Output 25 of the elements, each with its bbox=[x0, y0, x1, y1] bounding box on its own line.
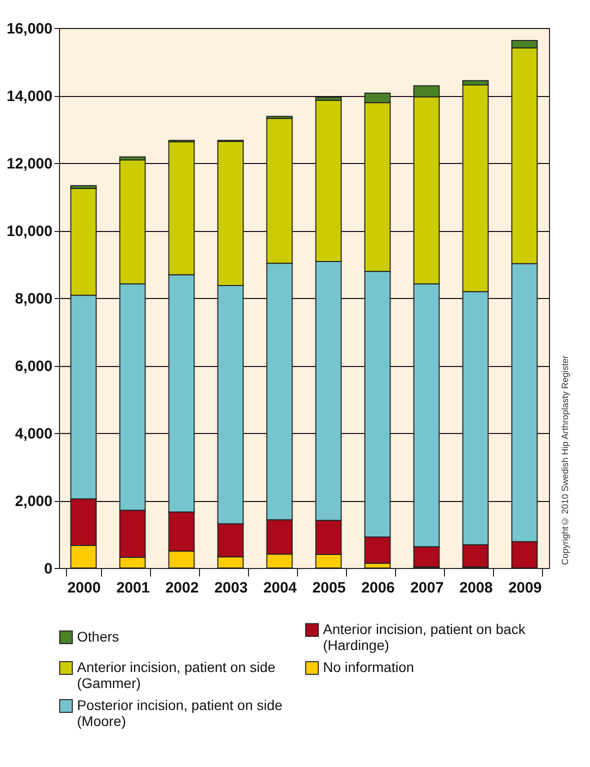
y-tick-label: 2,000 bbox=[14, 493, 52, 510]
copyright-note: Copyright© 2010 Swedish Hip Arthroplasty Register bbox=[560, 354, 570, 565]
x-tick-label: 2006 bbox=[361, 580, 395, 596]
y-tick-label: 10,000 bbox=[6, 223, 52, 240]
legend-label: No information bbox=[323, 659, 414, 675]
x-tick-label: 2002 bbox=[165, 580, 199, 596]
x-tick-label: 2005 bbox=[312, 580, 346, 596]
legend-label: Anterior incision, patient on back (Hardinge) bbox=[323, 621, 526, 653]
y-tick-label: 6,000 bbox=[14, 358, 52, 375]
x-tick-label: 2003 bbox=[214, 580, 248, 596]
x-tick-label: 2004 bbox=[263, 580, 298, 596]
y-tick-label: 4,000 bbox=[14, 426, 52, 442]
legend-label: Anterior incision, patient on side (Gammer) bbox=[77, 659, 276, 691]
x-tick-label: 2008 bbox=[459, 580, 493, 596]
y-tick-label: 14,000 bbox=[6, 88, 52, 105]
legend-label: Posterior incision, patient on side (Moore) bbox=[77, 697, 283, 729]
x-tick-label: 2001 bbox=[116, 580, 150, 596]
x-tick-label: 2009 bbox=[508, 580, 542, 596]
y-tick-label: 12,000 bbox=[6, 156, 52, 172]
y-tick-label: 16,000 bbox=[6, 20, 52, 38]
x-tick-label: 2007 bbox=[410, 580, 444, 596]
y-tick-label: 8,000 bbox=[14, 290, 52, 308]
legend-label: Others bbox=[77, 628, 120, 644]
y-tick-label: 0 bbox=[44, 560, 52, 578]
x-tick-label: 2000 bbox=[67, 580, 101, 596]
